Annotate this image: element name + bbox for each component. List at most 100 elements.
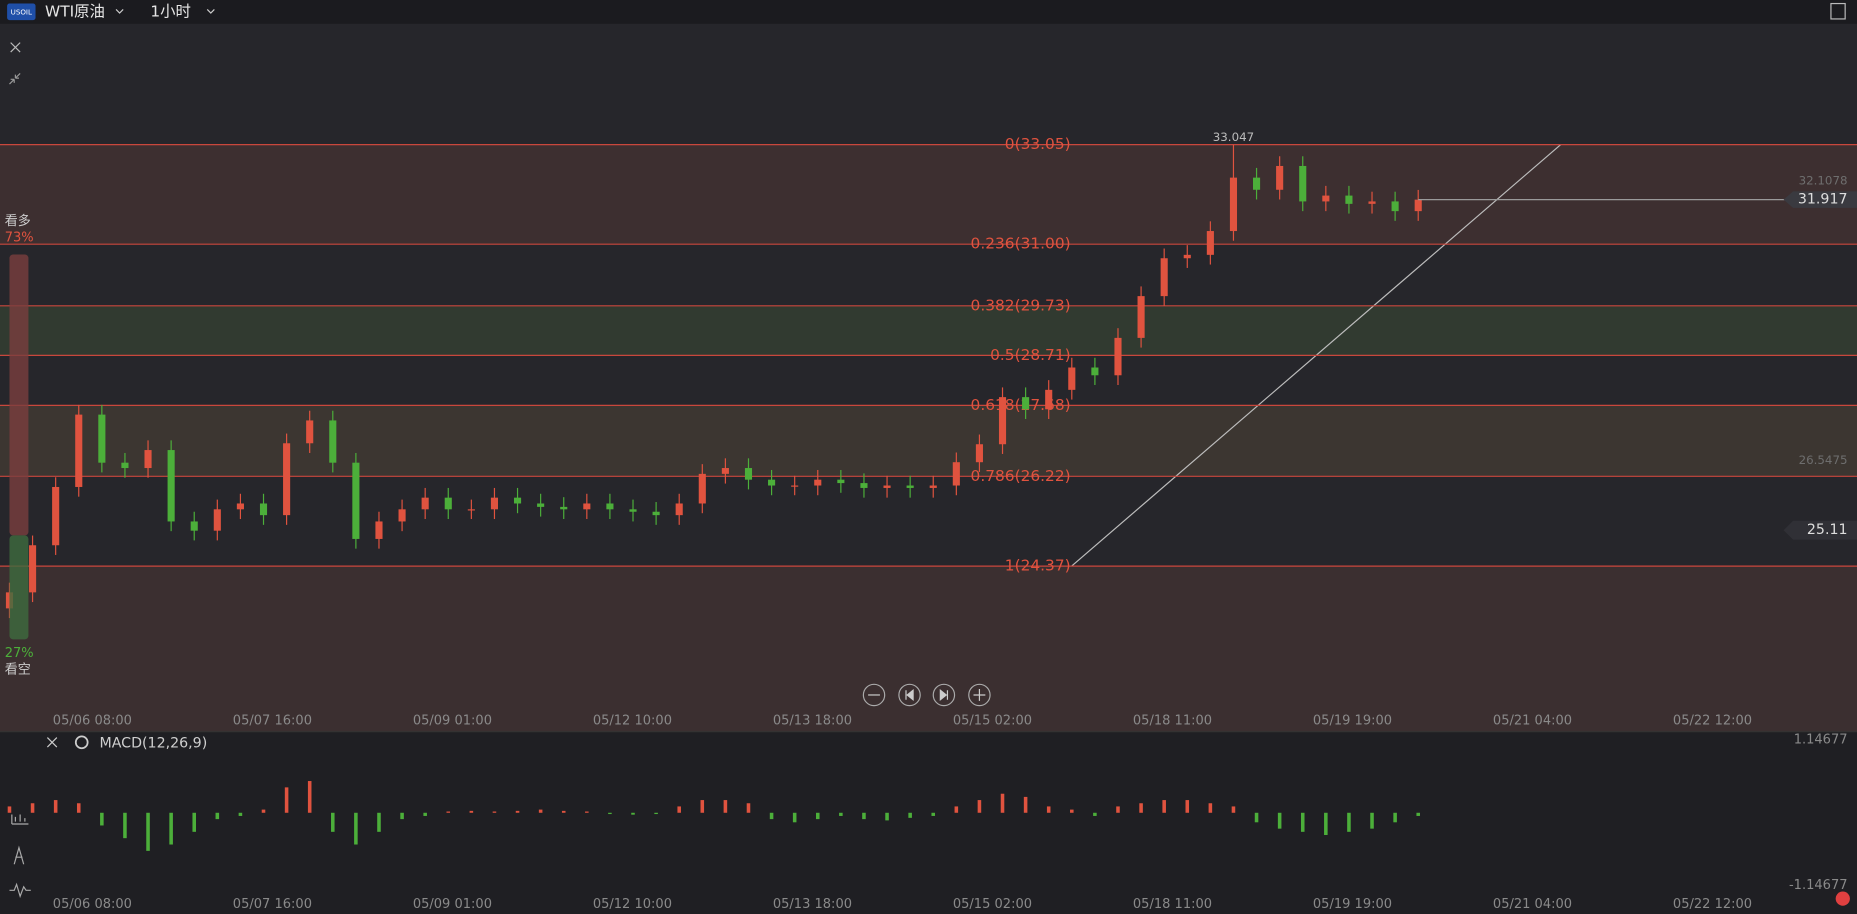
macd-bar (1208, 803, 1213, 813)
zoom-out[interactable] (862, 683, 886, 707)
candle-body (583, 503, 591, 510)
candle-body (975, 444, 983, 463)
candle-body (421, 497, 429, 510)
indicator-tool[interactable] (11, 814, 29, 825)
candle-body (1299, 165, 1307, 202)
candle-body (1391, 201, 1399, 212)
fib-label: 0.236(31.00) (971, 235, 1071, 253)
x-tick-label: 05/19 19:00 (1313, 714, 1392, 729)
panel-toggle[interactable] (1830, 2, 1846, 20)
macd-bar (7, 806, 12, 813)
zoom-in[interactable] (968, 683, 991, 707)
macd-bar (238, 812, 243, 816)
current-price: 31.917 (1798, 192, 1848, 208)
shrink-button[interactable] (9, 72, 21, 85)
x-tick-label: 05/22 12:00 (1673, 714, 1752, 729)
dropdown-arrow (206, 9, 215, 14)
candle-body (1091, 367, 1099, 376)
candle-body (929, 485, 937, 488)
fib-zone (0, 405, 1857, 477)
scroll-start[interactable] (898, 683, 921, 707)
candle-body (952, 462, 960, 486)
candle-body (860, 483, 868, 488)
candle-body (998, 397, 1007, 445)
x-tick-label: 05/12 10:00 (593, 714, 672, 729)
fib-label: 0.382(29.73) (971, 296, 1071, 314)
macd-bar (492, 811, 497, 813)
draw-tool[interactable] (13, 845, 25, 865)
candle-body (814, 479, 822, 486)
alert-icon[interactable] (1835, 891, 1850, 906)
x-tick-label: 05/07 16:00 (233, 897, 312, 912)
candle-body (52, 486, 60, 546)
candle-body (490, 497, 499, 510)
macd-title: MACD(12,26,9) (99, 736, 207, 752)
price-tag (1783, 191, 1857, 208)
macd-bar (977, 800, 982, 813)
instrument[interactable]: WTI原油 (45, 2, 105, 20)
fib-zone (0, 244, 1857, 306)
candle-body (121, 462, 129, 469)
macd-close[interactable] (46, 737, 58, 748)
candle-body (1206, 231, 1214, 255)
candle-body (213, 509, 221, 531)
macd-bar (1324, 812, 1328, 835)
macd-bar (354, 812, 358, 845)
candle-body (560, 506, 568, 510)
candle-body (1368, 201, 1376, 204)
candle-body (1160, 258, 1168, 297)
macd-bar (931, 812, 936, 816)
interval[interactable]: 1小时 (150, 2, 191, 20)
candle-body (1253, 177, 1261, 190)
dropdown-arrow (115, 9, 124, 14)
candle-body (329, 420, 337, 463)
price-label: 32.1078 (1799, 173, 1848, 187)
candle-body (906, 485, 914, 488)
macd-settings[interactable] (74, 735, 89, 750)
candle-body (306, 420, 314, 444)
candle-body (883, 485, 891, 488)
candle-body (1068, 367, 1076, 390)
macd-bar (1093, 812, 1097, 816)
marker-price: 25.11 (1807, 522, 1848, 538)
macd-bar (700, 800, 705, 813)
macd-bar (169, 812, 173, 845)
macd-bar (862, 812, 866, 820)
fib-zone (0, 305, 1857, 356)
fib-label: 1(24.37) (1005, 557, 1071, 575)
symbol-icon[interactable] (7, 3, 36, 21)
macd-bar (30, 803, 35, 813)
macd-bar (400, 812, 404, 820)
macd-bar (631, 812, 635, 815)
macd-bar (1393, 812, 1397, 823)
x-tick-label: 05/21 04:00 (1493, 897, 1572, 912)
candle-body (629, 509, 637, 512)
candle-body (352, 462, 360, 539)
x-tick-label: 05/21 04:00 (1493, 714, 1572, 729)
candle-body (236, 503, 244, 510)
x-tick-label: 05/06 08:00 (53, 897, 132, 912)
zoom-controls (862, 683, 991, 707)
fib-label: 0.618(27.68) (971, 396, 1071, 414)
x-tick-label: 05/15 02:00 (953, 714, 1032, 729)
macd-bar (1416, 812, 1420, 816)
macd-bar (585, 811, 589, 813)
candle-body (768, 479, 776, 486)
macd-bar (423, 812, 427, 816)
macd-bar (1370, 812, 1374, 829)
macd-bar (1116, 806, 1120, 813)
wave-tool[interactable] (9, 882, 31, 899)
candle-body (398, 509, 406, 522)
candle-body (1022, 397, 1030, 410)
macd-bar (1185, 800, 1190, 813)
candle-body (259, 503, 268, 516)
close-button[interactable] (10, 42, 21, 53)
bear-label: 看空 (5, 662, 31, 678)
macd-bar (1231, 806, 1236, 813)
scroll-end[interactable] (932, 683, 956, 707)
macd-bar (954, 806, 959, 813)
candle-body (1414, 199, 1422, 212)
macd-bar (1046, 806, 1051, 813)
fib-zone (0, 476, 1857, 567)
macd-bar (515, 810, 520, 813)
